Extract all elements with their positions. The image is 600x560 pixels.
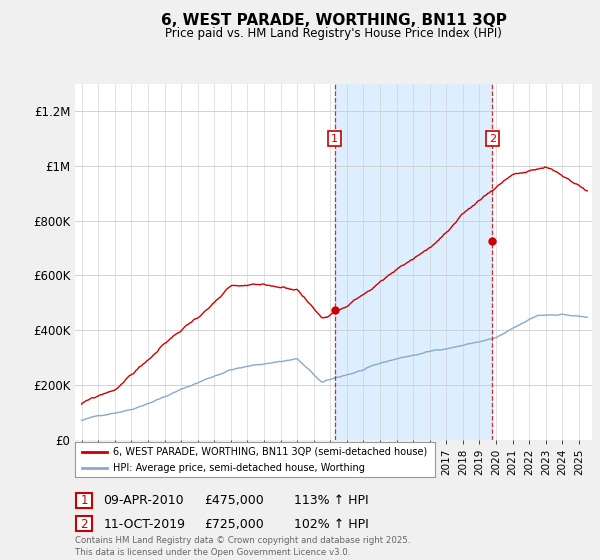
Text: 09-APR-2010: 09-APR-2010 (103, 494, 184, 507)
Text: 6, WEST PARADE, WORTHING, BN11 3QP: 6, WEST PARADE, WORTHING, BN11 3QP (161, 13, 506, 28)
Text: HPI: Average price, semi-detached house, Worthing: HPI: Average price, semi-detached house,… (113, 463, 365, 473)
Text: 6, WEST PARADE, WORTHING, BN11 3QP (semi-detached house): 6, WEST PARADE, WORTHING, BN11 3QP (semi… (113, 447, 427, 457)
Bar (335, 84, 493, 440)
Text: Contains HM Land Registry data © Crown copyright and database right 2025.
This d: Contains HM Land Registry data © Crown c… (75, 536, 410, 557)
Text: 2: 2 (489, 134, 496, 144)
Text: 11-OCT-2019: 11-OCT-2019 (103, 517, 185, 531)
Text: 102% ↑ HPI: 102% ↑ HPI (294, 517, 369, 531)
Text: 1: 1 (331, 134, 338, 144)
Text: £725,000: £725,000 (204, 517, 264, 531)
Text: £475,000: £475,000 (204, 494, 264, 507)
Text: Price paid vs. HM Land Registry's House Price Index (HPI): Price paid vs. HM Land Registry's House … (165, 27, 502, 40)
Text: 2: 2 (80, 517, 88, 531)
Text: 113% ↑ HPI: 113% ↑ HPI (294, 494, 368, 507)
Text: 1: 1 (80, 494, 88, 507)
